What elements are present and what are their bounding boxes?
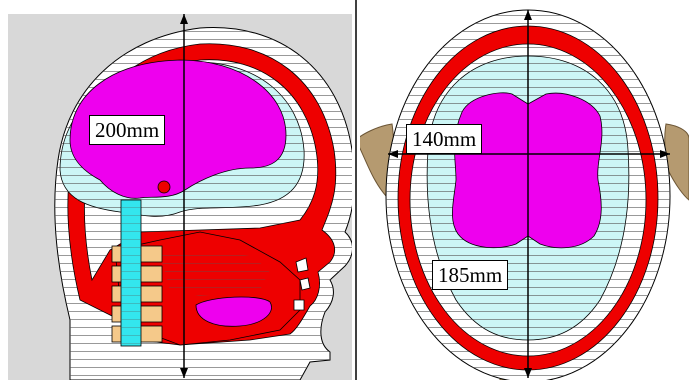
side-view-panel <box>8 14 352 380</box>
top-view-panel <box>360 9 689 380</box>
brain-top <box>452 92 603 249</box>
width-label: 140mm <box>406 124 483 154</box>
height-label: 200mm <box>89 115 166 145</box>
jaw-tissue <box>195 296 272 327</box>
length-label: 185mm <box>432 260 509 290</box>
brain-side <box>69 59 287 199</box>
